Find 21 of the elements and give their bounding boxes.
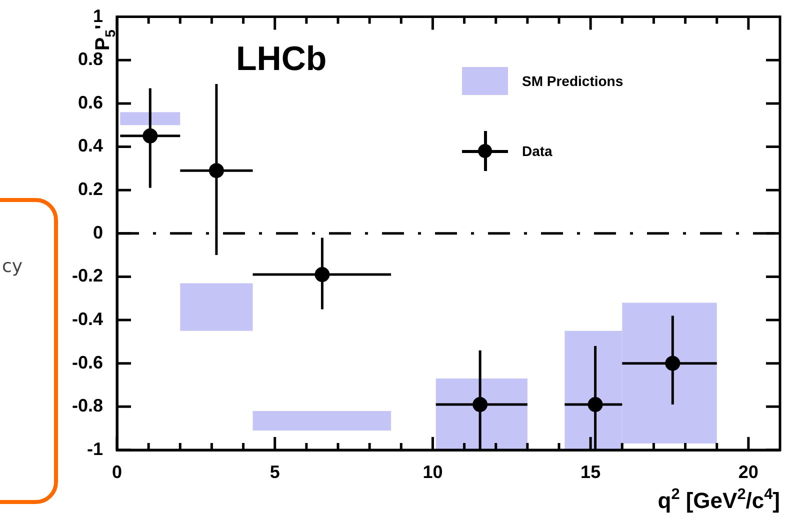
y-tick-label: -0.2 [72,266,103,286]
y-tick-label: -0.4 [72,309,103,330]
x-tick-label: 20 [738,462,758,482]
y-tick-label: 0.8 [78,49,103,70]
annotation: LHCb [236,40,327,78]
y-tick-label: -1 [86,438,103,459]
y-tick-label: 0.4 [78,136,103,156]
y-tick-label: 0.2 [78,179,103,200]
x-tick-label: 0 [112,462,122,482]
x-tick-label: 15 [580,462,601,482]
legend-label: Data [522,142,552,159]
y-tick-label: 1 [92,6,103,26]
legend-label: SM Predictions [522,72,624,89]
y-tick-label: -0.8 [72,396,103,416]
y-axis-title: P5' [92,24,118,51]
x-tick-label: 5 [270,462,280,482]
y-tick-label: -0.6 [72,352,103,372]
x-tick-label: 10 [422,462,443,482]
rounded-frame: cy [0,198,58,504]
y-tick-label: 0.6 [78,92,103,112]
y-tick-label: 0 [92,222,103,242]
